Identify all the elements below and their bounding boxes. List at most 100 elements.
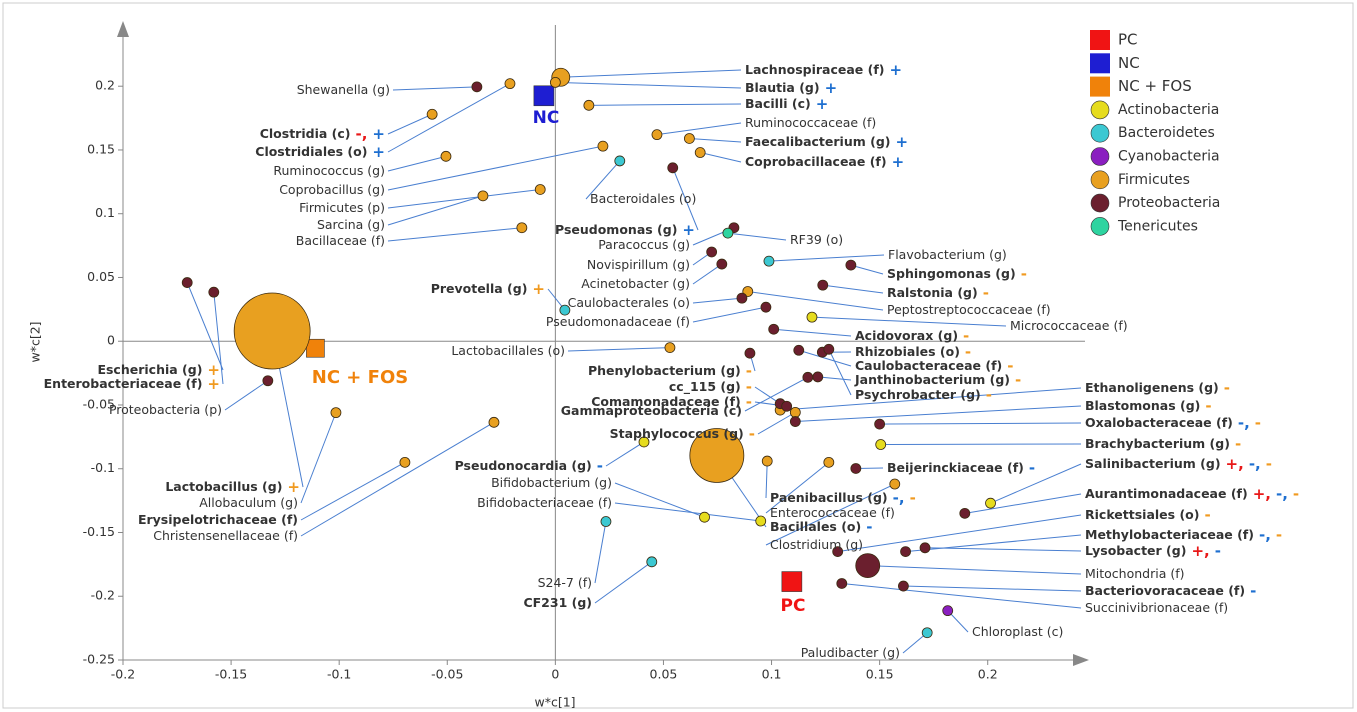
taxon-label: Bifidobacteriaceae (f) [477,495,612,510]
sign: + [895,133,908,151]
label-text: Proteobacteria (p) [109,402,222,417]
leader-line [765,461,830,514]
taxon-label: Ralstonia (g) - [887,284,989,302]
x-tick-label: 0 [551,667,559,682]
label-text: Enterococcaceae (f) [770,505,895,520]
label-text: Bifidobacteriaceae (f) [477,495,612,510]
taxon-label: Bacteriovoracaceae (f) - [1085,582,1256,600]
y-tick-label: 0.2 [95,78,115,93]
label-text: Bacillales (o) [770,519,861,534]
x-axis-arrow [1073,654,1089,666]
taxon-point [504,78,516,90]
leader-line [555,81,742,89]
sign: - [746,378,752,396]
sign: + [372,125,385,143]
taxon-label: Proteobacteria (p) [109,402,222,417]
taxon-point [898,580,909,592]
taxon-point [699,511,710,523]
label-text: Comamonadaceae (f) [591,394,741,409]
labels: PC NC NC + FOS Micrococcaceae (f) Brachybact… [44,61,1300,660]
taxon-point [875,439,887,450]
y-tick-label: -0.15 [83,524,115,539]
taxon-point [262,375,274,387]
taxon-point [534,184,546,195]
taxon-label: Caulobacterales (o) [568,295,690,310]
label-text: Caulobacteraceae (f) [855,358,1002,373]
taxon-label: Pseudomonas (g) + [555,221,695,239]
sign: - [1293,485,1299,503]
sign: - [1266,455,1272,473]
label-text: Rickettsiales (o) [1085,507,1199,522]
taxon-point [823,456,835,468]
label-text: NC + FOS [312,367,408,388]
label-text: Methylobacteriaceae (f) [1085,527,1254,542]
taxon-label: Chloroplast (c) [972,624,1063,639]
legend-label: Actinobacteria [1118,102,1219,118]
taxon-label: cc_115 (g) - [669,378,752,396]
taxon-label: RF39 (o) [790,232,843,247]
label-text: cc_115 (g) [669,379,741,395]
leader-line [672,167,699,231]
taxon-label: Phenylobacterium (g) - [588,362,752,380]
sign: - [1021,265,1027,283]
taxon-point [330,407,342,419]
sign: - [910,489,916,507]
leader-line [817,376,852,381]
leader-lines [186,69,1082,654]
label-text: Novispirillum (g) [587,257,690,272]
label-text: Bacillaceae (f) [296,233,385,248]
leader-line [300,421,495,537]
label-text: Coprobacillus (g) [279,182,385,197]
taxon-label: Janthinobacterium (g) - [854,371,1021,389]
label-text: Sarcina (g) [317,217,385,232]
taxon-label: Ethanoligenens (g) - [1085,379,1230,397]
sign: - [1204,506,1210,524]
sign: + [532,280,545,298]
label-text: Clostridiales (o) [255,144,367,159]
sample-label: NC + FOS [312,367,408,388]
leader-line [811,316,1007,327]
taxon-point [651,129,663,141]
leader-line [822,284,884,294]
label-text: Firmicutes (p) [299,200,385,215]
taxon-label: Paracoccus (g) [598,237,690,252]
taxon-label: Pseudonocardia (g) - [455,457,603,475]
sign: -, [1249,455,1261,473]
x-tick-label: -0.15 [215,667,247,682]
label-text: Aurantimonadaceae (f) [1085,486,1248,501]
leader-line [594,521,607,584]
taxon-label: Clostridiales (o) + [255,143,385,161]
taxon-label: Coprobacillus (g) [279,182,385,197]
legend-swatch [1090,147,1110,166]
taxon-label: Succinivibrionaceae (f) [1085,600,1228,615]
label-text: Rhizobiales (o) [855,344,960,359]
label-text: Salinibacterium (g) [1085,456,1221,471]
legend-label: NC + FOS [1118,77,1192,95]
sign: - [1276,526,1282,544]
taxon-label: Methylobacteriaceae (f) -, - [1085,526,1282,544]
leader-line [387,145,604,191]
label-text: Peptostreptococcaceae (f) [887,302,1051,317]
label-text: Bifidobacterium (g) [491,475,612,490]
taxon-label: Lysobacter (g) +, - [1085,542,1221,560]
leader-line [585,160,621,200]
label-text: Blastomonas (g) [1085,398,1200,413]
sign: + [892,153,905,171]
label-text: Coprobacillaceae (f) [745,154,887,169]
taxon-point [855,553,881,579]
taxon-label: Clostridia (c) -, + [260,125,385,143]
taxon-label: Paenibacillus (g) -, - [770,489,916,507]
sign: + [207,375,220,393]
label-text: Clostridium (g) [770,537,863,552]
taxon-point [760,301,772,313]
leader-line [757,411,796,435]
taxon-label: Ruminococcus (g) [273,163,385,178]
label-text: CF231 (g) [523,595,592,610]
label-text: Erysipelotrichaceae (f) [138,512,298,527]
legend-swatch [1090,76,1110,97]
leader-line [768,254,885,262]
leader-line [765,483,895,546]
sign: - [746,362,752,380]
taxon-point [559,304,571,316]
